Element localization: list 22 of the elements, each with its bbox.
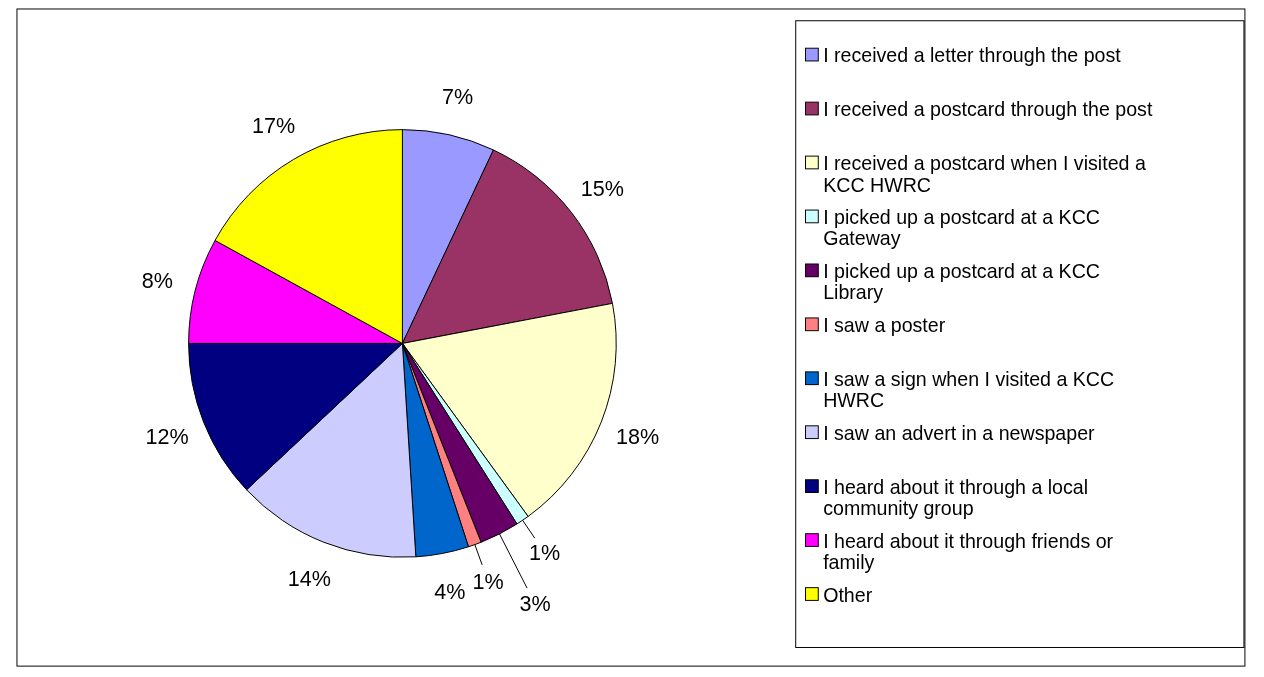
legend-label: I saw a poster (823, 313, 946, 336)
data-label: 1% (472, 569, 504, 595)
data-label: 12% (145, 424, 189, 450)
legend-label: I picked up a postcard at a KCC Library (823, 259, 1101, 304)
data-label: 4% (434, 579, 466, 605)
data-label: 18% (616, 424, 660, 450)
legend-label: I received a postcard through the post (823, 98, 1153, 121)
data-label: 17% (252, 113, 296, 139)
data-label: 3% (519, 591, 551, 617)
data-label: 14% (287, 566, 331, 592)
legend-label: I heard about it through a local community group (823, 475, 1089, 520)
legend-label: I saw an advert in a newspaper (823, 421, 1096, 444)
legend-label: I received a postcard when I visited a KCC HWRC (823, 151, 1146, 196)
data-label: 7% (442, 83, 474, 109)
data-label: 15% (580, 175, 624, 201)
legend-label: I saw a sign when I visited a KCC HWRC (823, 367, 1115, 412)
legend-label: Other (823, 583, 873, 606)
data-label: 1% (529, 540, 561, 566)
legend-label: I heard about it through friends or family (823, 529, 1114, 574)
data-label: 8% (141, 268, 173, 293)
legend-label: I picked up a postcard at a KCC Gateway (823, 205, 1101, 250)
legend-label: I received a letter through the post (823, 44, 1122, 67)
